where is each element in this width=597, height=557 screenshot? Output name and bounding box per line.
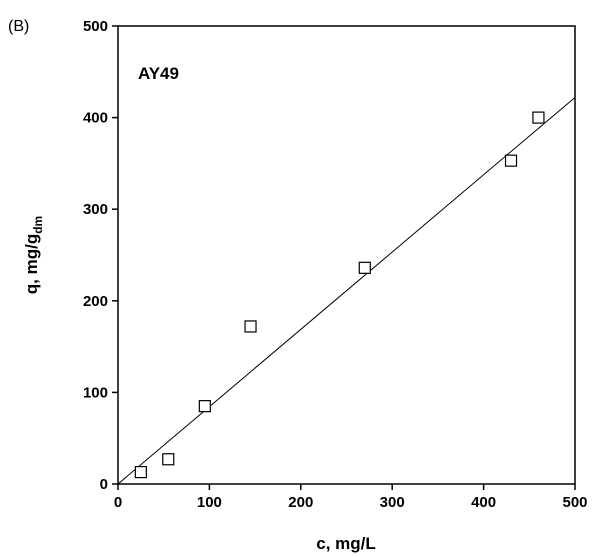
y-tick-label: 500 [83,18,108,35]
x-ticks: 0 100 200 300 400 500 [114,484,588,511]
y-tick-label: 400 [83,110,108,127]
y-tick-label: 100 [83,384,108,401]
data-point [134,465,147,479]
data-point [162,453,175,466]
fit-line [117,97,576,485]
points-layer [134,111,545,479]
y-axis-label-main: q, mg/g [22,234,41,294]
y-tick-label: 200 [83,293,108,310]
data-point [532,111,545,124]
y-tick-label: 0 [100,476,108,493]
y-axis-label: q, mg/gdm [22,216,45,294]
data-point [358,261,371,274]
data-point [198,400,211,413]
y-axis-label-sub: dm [31,216,45,234]
y-ticks: 0 100 200 300 400 500 [83,18,118,493]
x-axis-label: c, mg/L [316,534,376,553]
data-point [244,320,257,333]
x-tick-label: 400 [471,494,496,511]
data-point [504,154,518,167]
panel-label: (B) [8,18,29,35]
x-tick-label: 0 [114,494,122,511]
fit-layer [117,97,576,485]
x-tick-label: 300 [380,494,405,511]
x-tick-label: 200 [288,494,313,511]
plot-frame [117,25,576,485]
y-tick-label: 300 [83,201,108,218]
x-tick-label: 100 [197,494,222,511]
chart-annotation: AY49 [138,64,179,83]
x-tick-label: 500 [562,494,587,511]
